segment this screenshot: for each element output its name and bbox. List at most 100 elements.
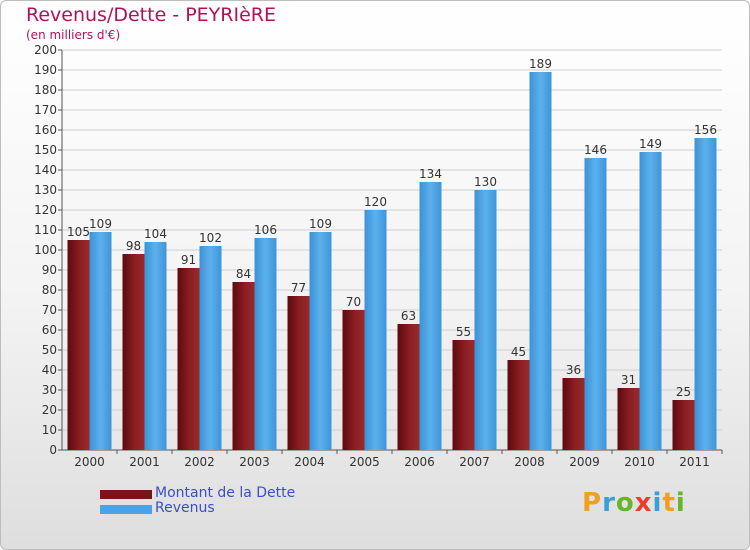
bar-revenus	[309, 232, 332, 450]
data-label-dette: 31	[621, 373, 636, 387]
bar-dette	[672, 400, 695, 450]
data-label-revenus: 109	[309, 217, 332, 231]
bar-dette	[122, 254, 145, 450]
x-tick-label: 2000	[74, 455, 105, 469]
logo-letter: P	[582, 488, 603, 518]
data-label-revenus: 120	[364, 195, 387, 209]
y-tick-label: 20	[42, 403, 57, 417]
y-tick-label: 120	[34, 203, 57, 217]
bar-dette	[617, 388, 640, 450]
data-label-dette: 98	[126, 239, 141, 253]
x-tick-label: 2002	[184, 455, 215, 469]
gridlines	[62, 49, 722, 451]
data-label-revenus: 156	[694, 123, 717, 137]
data-label-dette: 70	[346, 295, 361, 309]
logo-letter: r	[602, 488, 616, 518]
y-tick-label: 80	[42, 283, 57, 297]
data-label-dette: 84	[236, 267, 251, 281]
y-tick-label: 180	[34, 83, 57, 97]
y-tick-label: 140	[34, 163, 57, 177]
legend-swatch-revenus	[100, 505, 152, 514]
y-tick-label: 160	[34, 123, 57, 137]
legend-label-dette: Montant de la Dette	[155, 485, 296, 501]
y-tick-label: 100	[34, 243, 57, 257]
axes: 0 10 20 30 40 50 60 70 80 90 100 110 120 130 140 150 160…	[34, 43, 723, 469]
x-tick-label: 2006	[404, 455, 435, 469]
data-label-dette: 36	[566, 363, 581, 377]
data-label-revenus: 149	[639, 137, 662, 151]
data-label-dette: 105	[67, 225, 90, 239]
data-label-revenus: 189	[529, 57, 552, 71]
bar-dette	[177, 268, 200, 450]
data-label-revenus: 106	[254, 223, 277, 237]
logo-letter: t	[662, 488, 676, 518]
data-label-revenus: 134	[419, 167, 442, 181]
logo-letter: i	[652, 488, 663, 518]
y-tick-label: 200	[34, 43, 57, 57]
data-label-dette: 55	[456, 325, 471, 339]
y-tick-label: 70	[42, 303, 57, 317]
y-tick-label: 60	[42, 323, 57, 337]
data-label-revenus: 104	[144, 227, 167, 241]
bar-dette	[67, 240, 90, 450]
y-tick-label: 10	[42, 423, 57, 437]
y-tick-label: 170	[34, 103, 57, 117]
logo-letter: i	[675, 488, 686, 518]
x-tick-label: 2005	[349, 455, 380, 469]
proxiti-logo: Proxiti	[582, 488, 686, 518]
y-tick-label: 190	[34, 63, 57, 77]
y-tick-label: 0	[49, 443, 57, 457]
data-label-dette: 25	[676, 385, 691, 399]
data-label-revenus: 130	[474, 175, 497, 189]
x-tick-label: 2001	[129, 455, 160, 469]
bar-dette	[232, 282, 255, 450]
bar-revenus	[199, 246, 222, 450]
x-tick-label: 2004	[294, 455, 325, 469]
bar-revenus	[89, 232, 112, 450]
x-tick-label: 2011	[679, 455, 710, 469]
bar-dette	[342, 310, 365, 450]
logo-letter: x	[634, 488, 653, 518]
bar-revenus	[639, 152, 662, 450]
bar-dette	[507, 360, 530, 450]
data-label-dette: 77	[291, 281, 306, 295]
legend-label-revenus: Revenus	[155, 500, 215, 516]
y-tick-label: 150	[34, 143, 57, 157]
data-label-dette: 91	[181, 253, 196, 267]
data-label-dette: 63	[401, 309, 416, 323]
logo-letter: o	[615, 488, 635, 518]
x-tick-label: 2008	[514, 455, 545, 469]
y-tick-label: 130	[34, 183, 57, 197]
data-label-revenus: 146	[584, 143, 607, 157]
x-tick-label: 2009	[569, 455, 600, 469]
bar-revenus	[144, 242, 167, 450]
x-tick-label: 2010	[624, 455, 655, 469]
bar-revenus	[529, 72, 552, 450]
bar-dette	[452, 340, 475, 450]
x-tick-label: 2003	[239, 455, 270, 469]
bar-revenus	[419, 182, 442, 450]
bar-dette	[287, 296, 310, 450]
y-tick-label: 50	[42, 343, 57, 357]
data-label-revenus: 109	[89, 217, 112, 231]
y-tick-label: 40	[42, 363, 57, 377]
chart-title: Revenus/Dette - PEYRIèRE	[26, 4, 276, 26]
chart-subtitle: (en milliers d'€)	[26, 28, 121, 42]
data-label-revenus: 102	[199, 231, 222, 245]
data-labels: 1051099810491102841067710970120631345513…	[67, 57, 717, 399]
bar-revenus	[254, 238, 277, 450]
bar-dette	[562, 378, 585, 450]
bar-dette	[397, 324, 420, 450]
data-label-dette: 45	[511, 345, 526, 359]
y-tick-label: 90	[42, 263, 57, 277]
legend-swatch-dette	[100, 490, 152, 499]
bar-revenus	[474, 190, 497, 450]
x-tick-label: 2007	[459, 455, 490, 469]
bar-revenus	[694, 138, 717, 450]
bar-revenus	[584, 158, 607, 450]
y-tick-label: 30	[42, 383, 57, 397]
bars	[67, 72, 717, 450]
bar-revenus	[364, 210, 387, 450]
y-tick-label: 110	[34, 223, 57, 237]
